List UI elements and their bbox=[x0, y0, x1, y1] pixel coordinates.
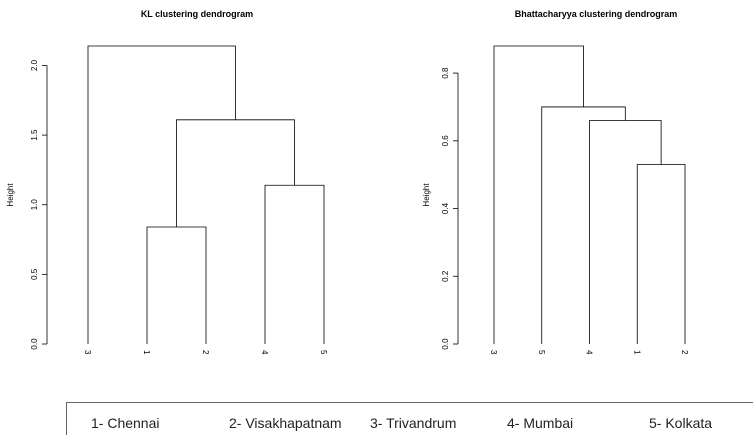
dendrogram-branch bbox=[589, 120, 662, 344]
leaf-label: 1 bbox=[632, 350, 641, 355]
dendrogram-branch bbox=[264, 184, 325, 344]
legend-item-2: 2- Visakhapatnam bbox=[229, 415, 342, 431]
legend-item-4: 4- Mumbai bbox=[507, 415, 574, 431]
dendrogram-branch bbox=[493, 45, 584, 344]
dendrogram-figure: KL clustering dendrogram Height 0.0 0.5 1.0 1… bbox=[6, 9, 689, 355]
y-tick-label: 0.6 bbox=[441, 135, 450, 147]
dendrogram-branch bbox=[636, 164, 686, 344]
legend-item-3: 3- Trivandrum bbox=[370, 415, 457, 431]
leaf-label: 4 bbox=[260, 350, 269, 355]
y-tick-label: 0.2 bbox=[441, 270, 450, 282]
y-axis-label: Height bbox=[422, 183, 431, 207]
leaf-label: 1 bbox=[142, 350, 151, 355]
leaf-label: 2 bbox=[680, 350, 689, 355]
city-legend: 1- Chennai 2- Visakhapatnam 3- Trivandru… bbox=[66, 402, 753, 435]
y-tick-label: 1.5 bbox=[30, 129, 39, 141]
dendrogram-branch bbox=[541, 106, 626, 344]
y-axis-label: Height bbox=[6, 183, 15, 207]
y-tick-label: 2.0 bbox=[30, 59, 39, 71]
leaf-label: 5 bbox=[319, 350, 328, 355]
y-tick-label: 1.0 bbox=[30, 199, 39, 211]
leaf-label: 3 bbox=[83, 350, 92, 355]
chart-title: Bhattacharyya clustering dendrogram bbox=[515, 9, 678, 19]
y-tick-label: 0.4 bbox=[441, 202, 450, 214]
leaf-label: 5 bbox=[537, 350, 546, 355]
dendrogram-branch bbox=[146, 226, 207, 344]
bhattacharyya-dendrogram-panel: Bhattacharyya clustering dendrogram Heigh… bbox=[422, 9, 689, 355]
y-tick-label: 0.5 bbox=[30, 268, 39, 280]
y-tick-label: 0.0 bbox=[30, 338, 39, 350]
y-tick-label: 0.0 bbox=[441, 338, 450, 350]
y-tick-label: 0.8 bbox=[441, 67, 450, 79]
dendrogram-branch bbox=[87, 45, 236, 344]
dendrogram-branch bbox=[176, 119, 295, 228]
leaf-label: 3 bbox=[489, 350, 498, 355]
leaf-label: 2 bbox=[201, 350, 210, 355]
legend-item-1: 1- Chennai bbox=[91, 415, 160, 431]
legend-item-5: 5- Kolkata bbox=[649, 415, 713, 431]
leaf-label: 4 bbox=[585, 350, 594, 355]
kl-dendrogram-panel: KL clustering dendrogram Height 0.0 0.5 1.0 1… bbox=[6, 9, 328, 355]
chart-title: KL clustering dendrogram bbox=[141, 9, 253, 19]
